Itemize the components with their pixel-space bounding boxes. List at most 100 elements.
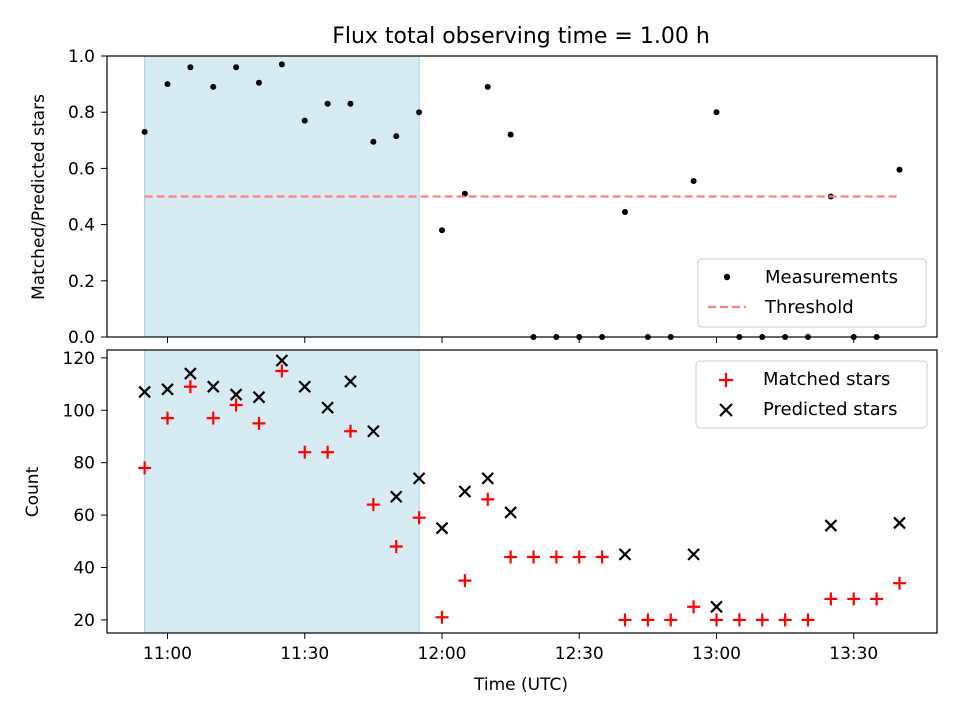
legend-measurements-label: Measurements xyxy=(765,267,898,288)
matched-stars-point xyxy=(458,574,472,588)
bottom-panel-frame xyxy=(106,349,938,634)
chart-title: Flux total observing time = 1.00 h xyxy=(332,24,710,49)
measurement-point xyxy=(233,64,240,71)
matched-stars-point xyxy=(252,416,266,430)
measurement-point xyxy=(484,83,491,90)
measurement-point xyxy=(210,83,217,90)
y-tick-label: 0.0 xyxy=(68,328,95,348)
matched-stars-point xyxy=(435,610,449,624)
top-legend: Measurements Threshold xyxy=(697,258,927,328)
y-tick-label: 0.6 xyxy=(68,159,95,179)
y-tick-label: 0.2 xyxy=(68,272,95,292)
legend-predicted-label: Predicted stars xyxy=(763,399,897,420)
shaded-region xyxy=(144,350,420,633)
x-tick-label: 11:30 xyxy=(280,644,329,664)
measurement-point xyxy=(439,227,445,234)
y-tick-label: 100 xyxy=(63,401,95,421)
predicted-stars-point xyxy=(458,485,472,498)
matched-stars-point xyxy=(641,613,655,627)
matched-stars-point xyxy=(298,445,312,459)
matched-stars-point xyxy=(778,613,792,627)
predicted-stars-point xyxy=(710,600,723,614)
bottom-panel: 20 40 60 80 100 120 11:00 11:30 12:00 12:30 13:00… xyxy=(23,349,938,695)
measurement-point xyxy=(896,166,903,173)
bottom-legend: Matched stars Predicted stars xyxy=(695,360,928,429)
predicted-stars-point xyxy=(367,424,380,438)
x-tick-label: 11:00 xyxy=(143,644,192,664)
y-tick-label: 120 xyxy=(63,349,95,369)
matched-stars-point xyxy=(161,411,174,425)
y-tick-label: 1.0 xyxy=(68,47,95,67)
legend-measurements-marker xyxy=(723,273,731,281)
measurement-point xyxy=(347,100,354,107)
bottom-legend-box xyxy=(695,360,928,429)
top-panel: 0.0 0.2 0.4 0.6 0.8 1.0 Matched/Predicted sta… xyxy=(29,47,938,348)
measurement-point xyxy=(164,81,171,88)
legend-matched-marker xyxy=(719,373,733,387)
matched-stars-point xyxy=(412,511,426,525)
measurement-point xyxy=(507,131,514,138)
matched-stars-point xyxy=(321,445,335,459)
measurement-point xyxy=(324,100,331,107)
measurement-point xyxy=(370,138,377,145)
bottom-y-axis-label: Count xyxy=(23,466,43,517)
predicted-stars-point xyxy=(481,472,495,485)
top-panel-frame xyxy=(106,55,938,338)
y-tick-label: 60 xyxy=(73,506,95,526)
y-tick-label: 0.8 xyxy=(68,103,95,123)
matched-stars-point xyxy=(687,600,701,614)
predicted-stars-point xyxy=(184,367,197,380)
measurement-point xyxy=(141,128,148,135)
measurement-point xyxy=(622,208,628,215)
matched-stars-point xyxy=(229,398,243,412)
measurement-point xyxy=(278,61,285,68)
matched-stars-point xyxy=(504,550,518,564)
predicted-stars-point xyxy=(893,516,906,530)
predicted-stars-point xyxy=(412,472,426,485)
matched-stars-point xyxy=(549,550,563,564)
measurement-point xyxy=(713,109,720,116)
predicted-stars-point xyxy=(321,401,334,414)
matched-stars-point xyxy=(755,613,769,627)
matched-stars-point xyxy=(801,613,815,627)
measurement-point xyxy=(301,117,308,124)
predicted-stars-point xyxy=(252,390,266,404)
y-tick-label: 80 xyxy=(73,454,95,474)
predicted-stars-point xyxy=(824,519,838,532)
y-tick-label: 20 xyxy=(73,611,95,631)
matched-stars-point xyxy=(664,613,678,627)
measurement-point xyxy=(393,133,400,140)
matched-stars-point xyxy=(572,550,586,564)
measurement-point xyxy=(461,190,468,197)
matched-stars-point xyxy=(893,576,906,590)
x-tick-label: 13:00 xyxy=(692,644,741,664)
predicted-stars-point xyxy=(618,548,632,561)
matched-stars-point xyxy=(527,550,540,564)
matched-stars-point xyxy=(275,364,289,378)
matched-stars-point xyxy=(732,613,746,627)
predicted-stars-point xyxy=(206,380,220,393)
matched-stars-point xyxy=(824,592,838,606)
measurement-point xyxy=(416,109,423,116)
top-y-axis-label: Matched/Predicted stars xyxy=(29,94,49,300)
predicted-stars-point xyxy=(687,548,700,561)
y-tick-label: 40 xyxy=(73,558,95,578)
top-legend-box xyxy=(697,258,927,328)
matched-stars-point xyxy=(847,592,861,606)
y-tick-label: 0.4 xyxy=(68,216,95,236)
predicted-stars-point xyxy=(138,385,151,399)
measurement-point xyxy=(256,79,262,86)
measurement-point xyxy=(690,178,697,185)
legend-predicted-marker xyxy=(719,403,733,417)
matched-stars-point xyxy=(595,550,609,564)
legend-matched-label: Matched stars xyxy=(763,369,890,390)
matched-stars-point xyxy=(138,461,152,475)
predicted-stars-point xyxy=(504,506,517,519)
matched-stars-point xyxy=(206,411,220,425)
matched-stars-point xyxy=(183,380,197,394)
matched-stars-point xyxy=(389,540,403,554)
predicted-stars-point xyxy=(275,354,289,367)
matched-stars-point xyxy=(344,424,357,438)
predicted-stars-point xyxy=(229,388,243,401)
x-axis-label: Time (UTC) xyxy=(473,675,568,695)
